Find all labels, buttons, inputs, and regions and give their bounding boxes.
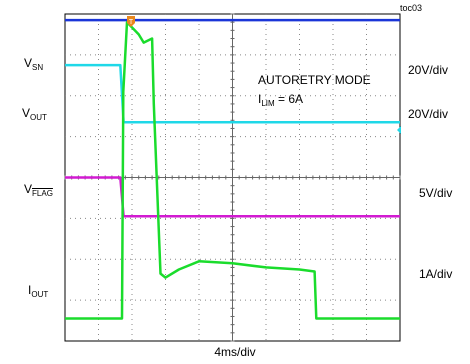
time-scale-label: 4ms/div (214, 345, 256, 359)
iout-trace (65, 20, 400, 320)
figure-id: toc03 (400, 3, 423, 13)
vsn-channel-label: VSN (24, 56, 44, 72)
vsn-scale-label: 20V/div (408, 63, 449, 77)
mode-annotation: AUTORETRY MODE (258, 73, 371, 87)
ilim-annotation: ILIM = 6A (258, 92, 304, 108)
iout-scale-label: 1A/div (419, 267, 453, 281)
vflag-scale-label: 5V/div (419, 186, 453, 200)
vflag-channel-label: VFLAG (24, 182, 53, 198)
vout-channel-label: VOUT (22, 106, 47, 122)
trigger-marker (127, 16, 135, 27)
vout-trace (65, 63, 400, 124)
vout-offset-marker (397, 126, 401, 134)
traces (65, 18, 400, 320)
vout-scale-label: 20V/div (408, 107, 449, 121)
trigger-marker-letter: T (129, 19, 134, 26)
iout-channel-label: IOUT (28, 283, 49, 299)
